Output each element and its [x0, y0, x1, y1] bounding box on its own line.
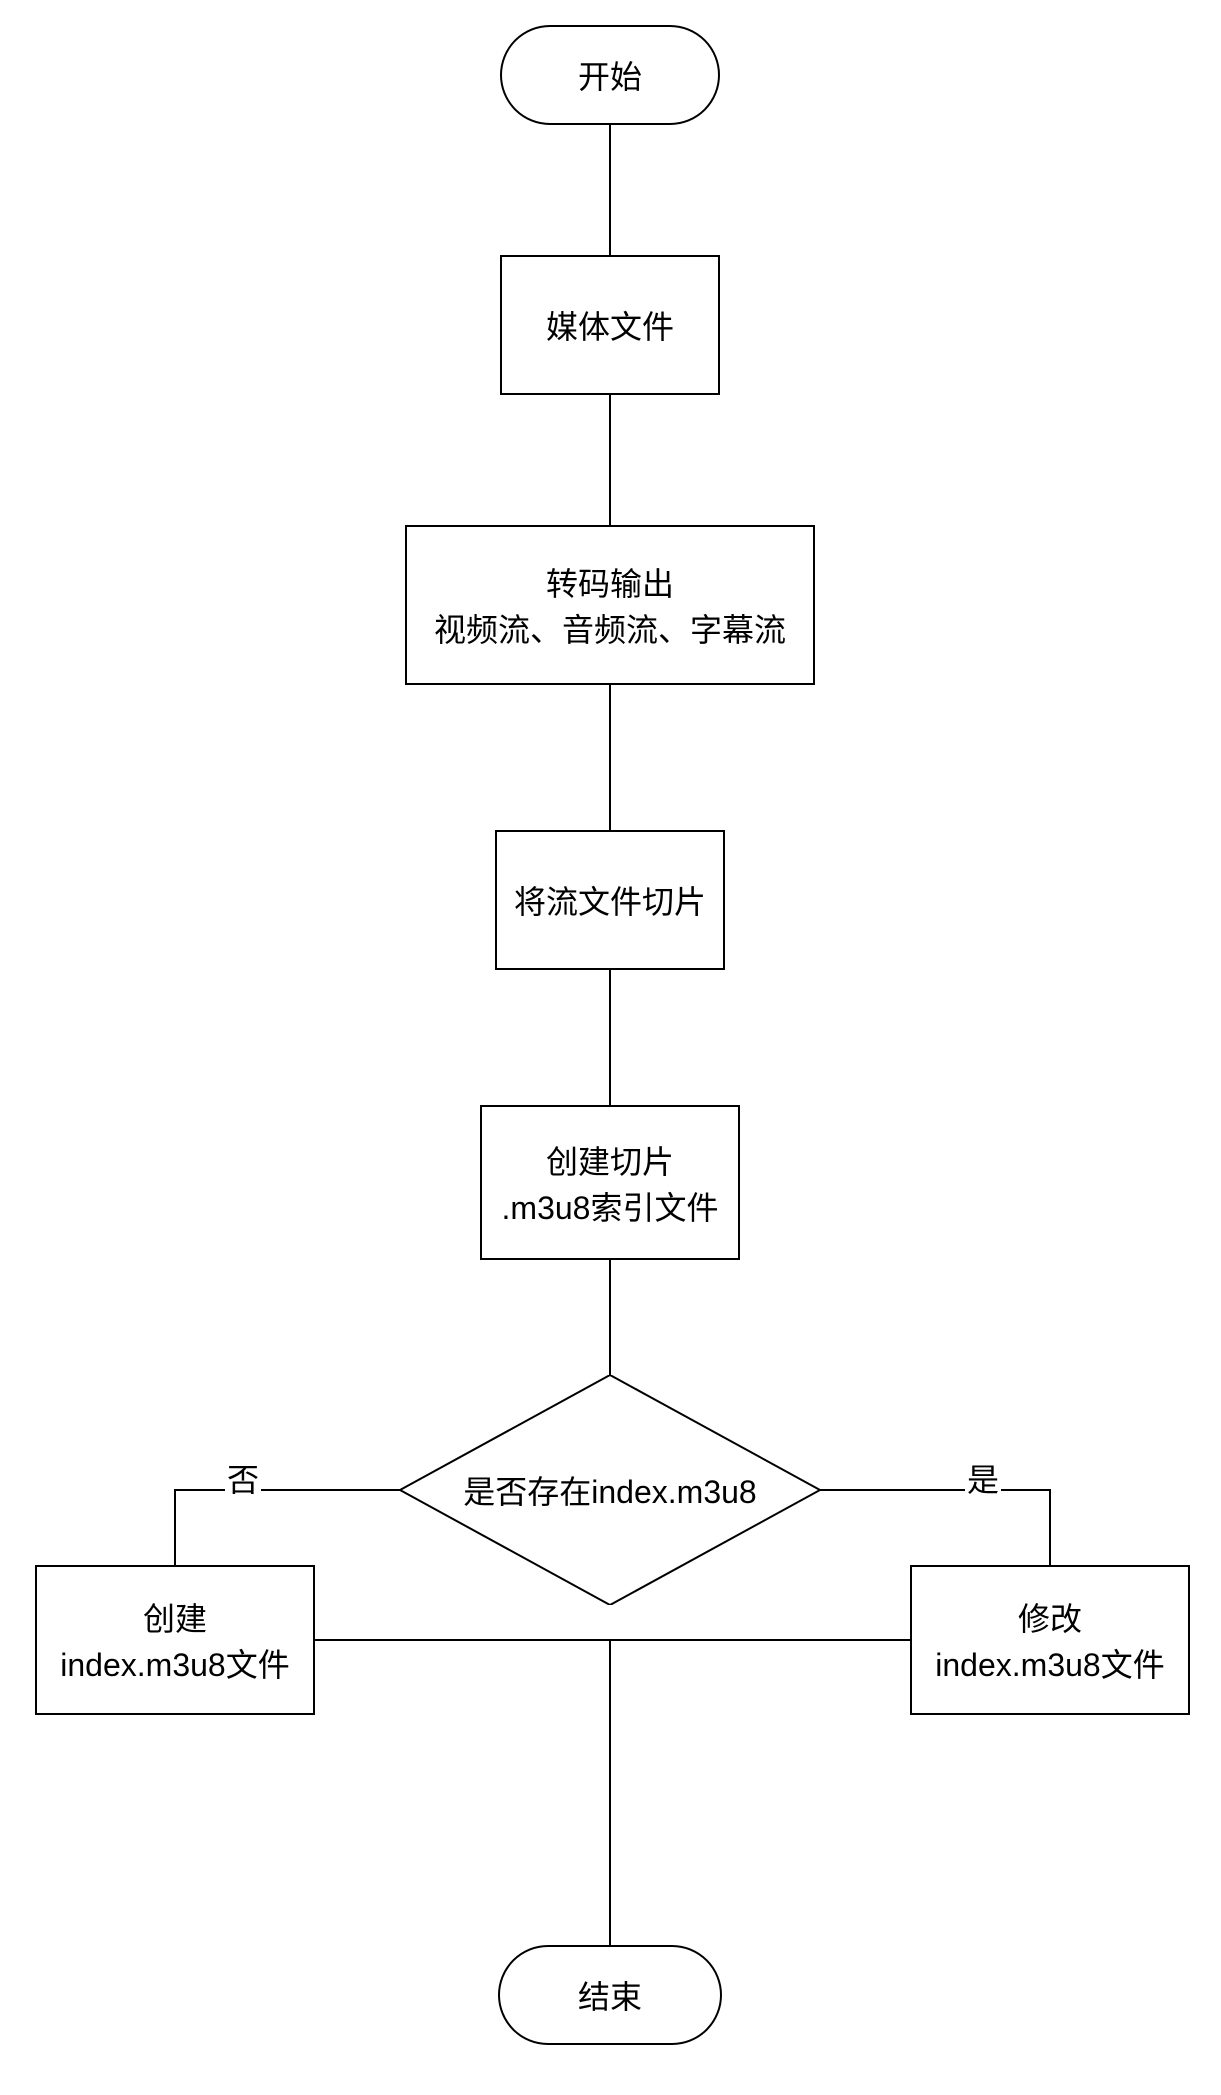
- node-create-line-1: index.m3u8文件: [60, 1640, 289, 1686]
- node-m3u8-line-0: 创建切片: [502, 1137, 719, 1183]
- node-m3u8-line-1: .m3u8索引文件: [502, 1183, 719, 1229]
- node-media: 媒体文件: [500, 255, 720, 395]
- node-end-label: 结束: [578, 1972, 642, 2018]
- node-transcode-line-0: 转码输出: [434, 559, 786, 605]
- node-media-label: 媒体文件: [546, 302, 674, 348]
- node-decide: 是否存在index.m3u8: [400, 1375, 820, 1605]
- node-start: 开始: [500, 25, 720, 125]
- node-transcode-line-1: 视频流、音频流、字幕流: [434, 605, 786, 651]
- edge-label-decide-create: 否: [225, 1455, 261, 1501]
- node-modify: 修改index.m3u8文件: [910, 1565, 1190, 1715]
- flowchart-canvas: 否是开始媒体文件转码输出视频流、音频流、字幕流将流文件切片创建切片.m3u8索引…: [0, 0, 1221, 2095]
- node-end: 结束: [498, 1945, 722, 2045]
- node-decide-label: 是否存在index.m3u8: [463, 1467, 756, 1513]
- node-start-label: 开始: [578, 52, 642, 98]
- node-slice: 将流文件切片: [495, 830, 725, 970]
- node-modify-line-1: index.m3u8文件: [935, 1640, 1164, 1686]
- node-slice-label: 将流文件切片: [514, 877, 706, 923]
- node-create-line-0: 创建: [60, 1594, 289, 1640]
- node-create: 创建index.m3u8文件: [35, 1565, 315, 1715]
- node-transcode: 转码输出视频流、音频流、字幕流: [405, 525, 815, 685]
- edge-label-decide-modify: 是: [965, 1455, 1001, 1501]
- node-modify-line-0: 修改: [935, 1594, 1164, 1640]
- node-m3u8: 创建切片.m3u8索引文件: [480, 1105, 740, 1260]
